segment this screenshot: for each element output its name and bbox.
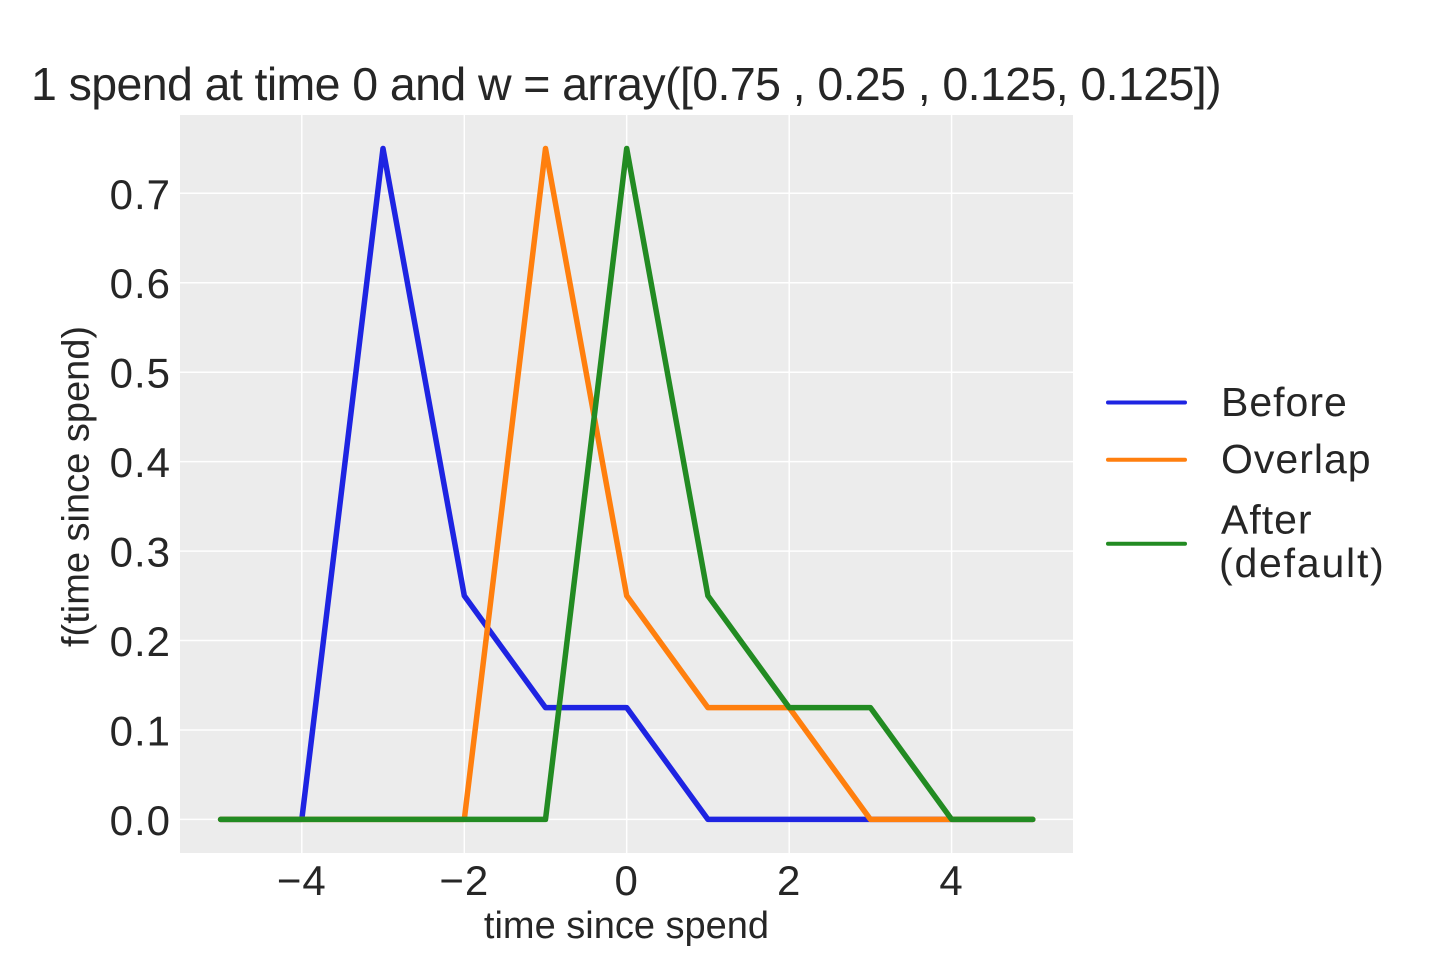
svg-text:0.0: 0.0 [110, 797, 171, 844]
svg-text:0.5: 0.5 [110, 350, 171, 397]
svg-text:0.1: 0.1 [110, 708, 171, 755]
svg-text:0: 0 [615, 857, 639, 904]
svg-text:After: After [1221, 496, 1313, 542]
svg-text:0.7: 0.7 [110, 171, 171, 218]
svg-text:Before: Before [1221, 379, 1348, 425]
svg-text:4: 4 [939, 857, 963, 904]
svg-text:−4: −4 [277, 857, 327, 904]
svg-text:2: 2 [777, 857, 801, 904]
svg-text:Overlap: Overlap [1221, 436, 1372, 482]
svg-text:1 spend at time 0 and w = arra: 1 spend at time 0 and w = array([0.75 , … [31, 58, 1221, 110]
svg-text:(default): (default) [1219, 540, 1386, 586]
svg-text:−2: −2 [439, 857, 489, 904]
svg-text:f(time since spend): f(time since spend) [56, 326, 98, 647]
svg-text:time since spend: time since spend [484, 905, 769, 947]
svg-text:0.6: 0.6 [110, 260, 171, 307]
svg-text:0.4: 0.4 [110, 439, 171, 486]
svg-text:0.2: 0.2 [110, 618, 171, 665]
svg-text:0.3: 0.3 [110, 529, 171, 576]
